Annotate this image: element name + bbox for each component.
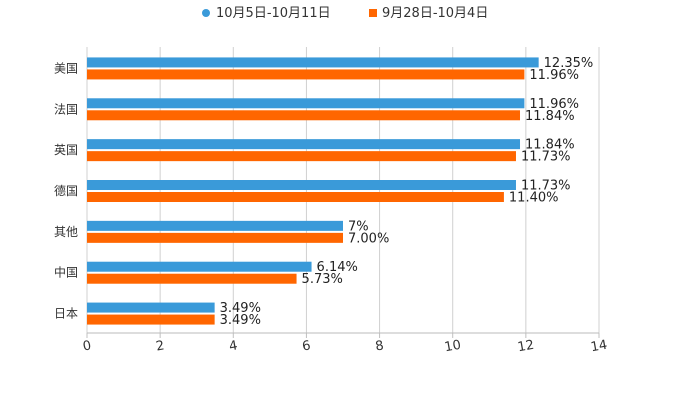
category-label-5: 中国 (54, 265, 78, 280)
bar-s2-6[interactable] (87, 314, 215, 325)
x-tick-label-1: 2 (155, 338, 166, 354)
legend: 10月5日-10月11日 9月28日-10月4日 (202, 6, 488, 21)
bar-s1-0[interactable] (87, 57, 539, 68)
data-label-s2-1: 11.84% (525, 109, 575, 124)
bar-s2-5[interactable] (87, 273, 297, 284)
bar-s1-1[interactable] (87, 98, 525, 109)
x-tick-label-2: 4 (228, 338, 239, 354)
x-tick-label-6: 12 (516, 338, 535, 356)
x-tick-label-5: 10 (443, 338, 462, 356)
legend-label-series-2: 9月28日-10月4日 (382, 6, 488, 21)
data-label-s1-4: 7% (348, 219, 369, 234)
legend-item-series-1[interactable]: 10月5日-10月11日 (202, 6, 331, 21)
data-label-s2-6: 3.49% (220, 313, 261, 328)
category-label-3: 德国 (54, 183, 78, 198)
x-axis: 0 2 4 6 8 10 12 14 (82, 332, 609, 356)
bar-s1-6[interactable] (87, 302, 215, 313)
bar-s1-4[interactable] (87, 220, 343, 231)
legend-marker-series-2 (369, 9, 377, 17)
category-label-0: 美国 (54, 61, 78, 75)
data-label-s2-0: 11.96% (529, 68, 579, 83)
category-label-1: 法国 (54, 102, 78, 116)
category-label-6: 日本 (54, 307, 78, 321)
data-label-s1-3: 11.73% (521, 179, 571, 194)
bar-s1-5[interactable] (87, 261, 312, 272)
data-label-s1-2: 11.84% (525, 138, 575, 153)
bar-s2-0[interactable] (87, 69, 525, 80)
bar-s2-4[interactable] (87, 232, 343, 243)
data-label-s2-5: 5.73% (302, 272, 343, 287)
x-tick-label-4: 8 (374, 338, 385, 354)
data-label-s1-1: 11.96% (529, 97, 579, 112)
bars: 美国 12.35%11.96%法国 11.96%11.84%英国 11.84%11.7… (54, 56, 593, 328)
data-label-s1-5: 6.14% (317, 260, 358, 275)
legend-label-series-1: 10月5日-10月11日 (216, 6, 331, 21)
bar-s2-3[interactable] (87, 192, 504, 202)
legend-item-series-2[interactable]: 9月28日-10月4日 (369, 6, 488, 21)
data-label-s1-6: 3.49% (220, 301, 261, 316)
bar-s1-3[interactable] (87, 180, 516, 190)
data-label-s2-2: 11.73% (521, 150, 571, 165)
legend-marker-series-1 (202, 9, 210, 17)
data-label-s2-4: 7.00% (348, 231, 389, 246)
data-label-s2-3: 11.40% (509, 191, 559, 206)
category-label-4: 其他 (54, 225, 78, 239)
x-tick-label-7: 14 (590, 338, 609, 356)
category-label-2: 英国 (54, 143, 78, 157)
x-tick-label-0: 0 (82, 338, 93, 354)
bar-s2-2[interactable] (87, 151, 516, 162)
x-tick-label-3: 6 (301, 338, 312, 354)
data-label-s1-0: 12.35% (544, 56, 594, 71)
bar-s1-2[interactable] (87, 139, 521, 150)
bar-s2-1[interactable] (87, 110, 521, 121)
